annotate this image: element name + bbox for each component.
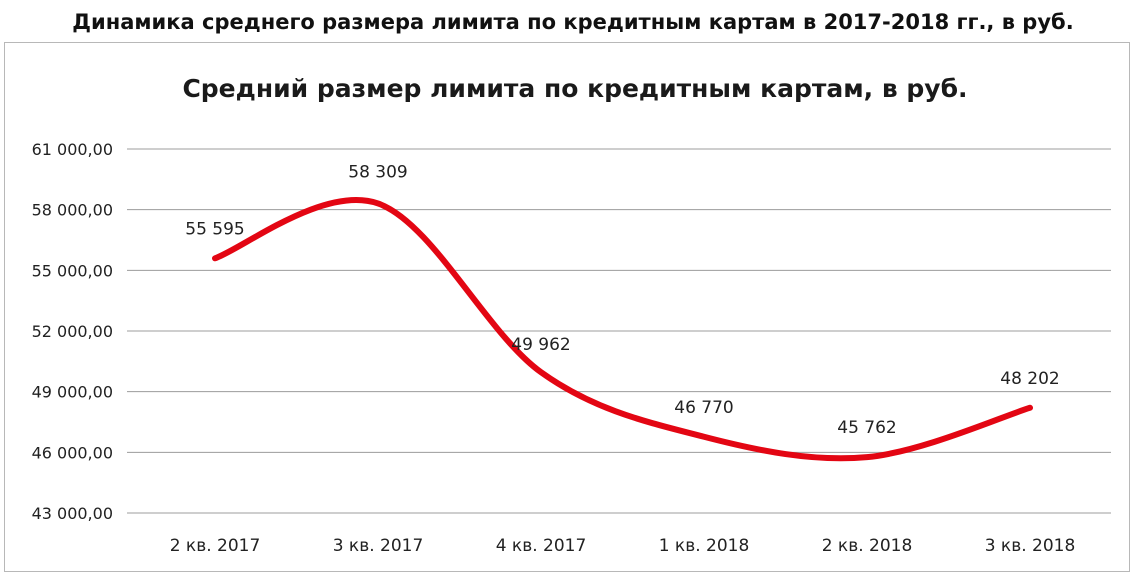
y-tick-label: 61 000,00 bbox=[32, 140, 113, 159]
chart-frame: Средний размер лимита по кредитным карта… bbox=[4, 42, 1130, 572]
y-tick-label: 58 000,00 bbox=[32, 201, 113, 220]
line-chart: Средний размер лимита по кредитным карта… bbox=[32, 74, 1111, 556]
y-tick-label: 49 000,00 bbox=[32, 383, 113, 402]
x-tick-label: 1 кв. 2018 bbox=[659, 536, 750, 556]
gridlines bbox=[127, 148, 1111, 514]
data-label: 46 770 bbox=[674, 398, 733, 418]
y-tick-label: 52 000,00 bbox=[32, 322, 113, 341]
data-label: 48 202 bbox=[1000, 369, 1059, 389]
data-label: 45 762 bbox=[837, 418, 896, 438]
chart-title: Средний размер лимита по кредитным карта… bbox=[182, 74, 967, 103]
y-tick-label: 46 000,00 bbox=[32, 443, 113, 462]
series-line-layer bbox=[212, 197, 1033, 462]
y-tick-label: 55 000,00 bbox=[32, 261, 113, 280]
x-tick-label: 3 кв. 2017 bbox=[333, 536, 424, 556]
y-tick-label: 43 000,00 bbox=[32, 504, 113, 523]
page-title: Динамика среднего размера лимита по кред… bbox=[72, 10, 1074, 34]
series-line bbox=[212, 197, 1033, 462]
x-tick-label: 2 кв. 2018 bbox=[822, 536, 913, 556]
data-labels: 55 595 58 309 49 962 46 770 45 762 48 202 bbox=[185, 162, 1059, 438]
data-label: 58 309 bbox=[348, 162, 407, 182]
x-tick-label: 4 кв. 2017 bbox=[496, 536, 587, 556]
x-tick-label: 3 кв. 2018 bbox=[985, 536, 1076, 556]
y-axis-ticks: 43 000,00 46 000,00 49 000,00 52 000,00 55 0… bbox=[32, 140, 113, 523]
data-label: 49 962 bbox=[511, 335, 570, 355]
x-tick-label: 2 кв. 2017 bbox=[170, 536, 261, 556]
x-axis-ticks: 2 кв. 2017 3 кв. 2017 4 кв. 2017 1 кв. 2018… bbox=[170, 536, 1076, 556]
data-label: 55 595 bbox=[185, 219, 244, 239]
